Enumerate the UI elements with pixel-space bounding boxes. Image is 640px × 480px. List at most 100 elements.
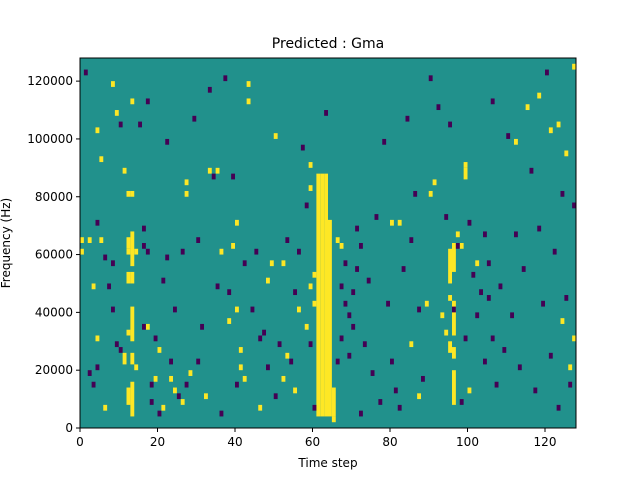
heatmap-cell-low: [153, 335, 158, 342]
heatmap-cell-low: [393, 387, 398, 394]
heatmap-cell-high: [130, 381, 135, 417]
heatmap-cell-high: [572, 335, 577, 342]
heatmap-cell-high: [448, 341, 453, 353]
heatmap-cell-high: [320, 173, 325, 417]
heatmap-cells: [80, 63, 577, 423]
heatmap-cell-high: [126, 237, 131, 249]
heatmap-cell-high: [157, 347, 162, 353]
heatmap-cell-high: [114, 110, 119, 116]
heatmap-cell-high: [188, 370, 193, 376]
heatmap-cell-low: [506, 133, 511, 139]
heatmap-cell-high: [80, 248, 84, 255]
heatmap-cell-low: [277, 341, 282, 348]
heatmap-cell-low: [471, 271, 476, 278]
heatmap-cell-high: [556, 121, 561, 128]
heatmap-cell-low: [289, 358, 294, 365]
heatmap-cell-high: [235, 219, 239, 226]
heatmap-cell-low: [514, 231, 518, 238]
heatmap-cell-low: [521, 266, 526, 272]
heatmap-cell-low: [142, 323, 146, 330]
heatmap-cell-low: [483, 358, 487, 365]
heatmap-cell-high: [572, 63, 577, 70]
heatmap-cell-low: [421, 375, 425, 382]
heatmap-cell-low: [541, 300, 546, 307]
heatmap-cell-high: [304, 323, 309, 330]
y-tick-label: 120000: [27, 74, 73, 88]
heatmap-cell-low: [502, 347, 507, 353]
heatmap-cell-low: [157, 410, 162, 417]
heatmap-cell-low: [308, 341, 313, 348]
y-tick-label: 100000: [27, 132, 73, 146]
x-tick-label: 60: [305, 435, 320, 449]
y-tick-label: 80000: [35, 190, 73, 204]
heatmap-cell-low: [370, 370, 375, 376]
heatmap-cell-high: [452, 243, 456, 272]
heatmap-cell-high: [281, 260, 286, 267]
heatmap-cell-low: [145, 248, 150, 255]
heatmap-cell-low: [242, 260, 247, 267]
heatmap-cell-low: [494, 381, 499, 388]
heatmap-cell-high: [99, 156, 104, 163]
heatmap-cell-low: [355, 225, 360, 232]
heatmap-cell-high: [312, 271, 317, 278]
heatmap-cell-low: [161, 277, 166, 284]
heatmap-cell-low: [262, 329, 267, 336]
heatmap-cell-low: [91, 381, 96, 388]
heatmap-cell-high: [293, 387, 298, 394]
heatmap-cell-low: [510, 312, 515, 319]
heatmap-cell-low: [114, 341, 119, 348]
heatmap-cell-low: [258, 335, 263, 342]
heatmap-cell-low: [359, 410, 363, 417]
heatmap-cell-low: [103, 254, 108, 261]
heatmap-cell-high: [130, 352, 135, 365]
heatmap-cell-high: [452, 347, 456, 359]
heatmap-cell-low: [180, 248, 185, 255]
heatmap-cell-low: [401, 266, 406, 272]
heatmap-cell-low: [483, 231, 487, 238]
heatmap-cell-low: [533, 387, 538, 394]
heatmap-cell-high: [238, 364, 243, 371]
heatmap-cell-high: [269, 260, 274, 267]
heatmap-cell-high: [432, 179, 437, 186]
heatmap-cell-low: [227, 289, 232, 296]
heatmap-cell-high: [514, 138, 518, 145]
heatmap-cell-high: [316, 173, 321, 417]
heatmap-cell-low: [149, 381, 154, 388]
heatmap-cell-low: [347, 312, 352, 319]
heatmap-cell-low: [475, 312, 480, 319]
x-tick-label: 100: [456, 435, 479, 449]
heatmap-cell-low: [107, 283, 112, 290]
heatmap-cell-low: [196, 358, 201, 365]
heatmap-cell-high: [122, 352, 127, 365]
heatmap-cell-low: [118, 347, 123, 353]
heatmap-cell-high: [537, 92, 542, 99]
heatmap-cell-low: [343, 300, 348, 307]
x-tick-label: 0: [76, 435, 84, 449]
heatmap-cell-low: [111, 260, 115, 267]
heatmap-cell-low: [374, 214, 379, 220]
heatmap-cell-low: [545, 69, 549, 76]
heatmap-cell-high: [448, 295, 453, 301]
heatmap-cell-low: [235, 381, 239, 388]
heatmap-cell-high: [130, 271, 135, 284]
heatmap-cell-high: [153, 375, 158, 382]
heatmap-cell-low: [556, 404, 561, 411]
heatmap-cell-high: [95, 127, 100, 134]
heatmap-cell-high: [281, 375, 286, 382]
x-tick-label: 40: [227, 435, 242, 449]
heatmap-cell-low: [347, 352, 352, 359]
heatmap-cell-low: [397, 404, 402, 411]
heatmap-cell-low: [95, 364, 100, 371]
heatmap-cell-low: [297, 248, 301, 255]
y-axis: 0 20000 40000 60000 80000 100000 120000: [27, 74, 80, 435]
heatmap-cell-low: [339, 335, 344, 342]
heatmap-cell-high: [99, 237, 104, 243]
heatmap-cell-high: [103, 404, 108, 411]
heatmap-cell-low: [211, 173, 216, 180]
x-tick-label: 20: [150, 435, 165, 449]
heatmap-cell-low: [293, 289, 298, 296]
heatmap-cell-high: [184, 190, 189, 197]
heatmap-cell-low: [382, 138, 387, 145]
heatmap-cell-low: [351, 323, 356, 330]
heatmap-cell-low: [273, 393, 278, 400]
